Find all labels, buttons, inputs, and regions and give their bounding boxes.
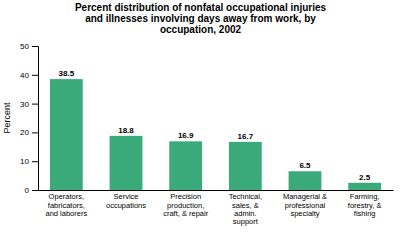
x-tick-label-line: specialty <box>290 209 319 218</box>
title-line: occupation, 2002 <box>160 24 242 35</box>
bar <box>110 136 143 190</box>
data-label: 6.5 <box>299 161 311 170</box>
x-tick-label: Technical,sales, &admin.support <box>229 192 262 226</box>
bar <box>169 141 202 190</box>
y-tick: 20 <box>20 128 38 137</box>
y-axis: 0 10 20 30 40 50 <box>20 42 38 195</box>
y-tick-mark <box>32 190 38 191</box>
y-tick: 10 <box>20 157 38 166</box>
y-tick: 30 <box>20 100 38 109</box>
x-tick: Precisionproduction,craft, & repair <box>163 192 209 218</box>
data-label: 2.5 <box>359 173 371 182</box>
bar <box>348 183 381 190</box>
title-line: Percent distribution of nonfatal occupat… <box>75 2 327 13</box>
y-tick-label: 20 <box>20 128 29 137</box>
data-label: 16.7 <box>238 132 254 141</box>
y-tick-mark <box>32 75 38 76</box>
x-tick: Technical,sales, &admin.support <box>229 192 262 226</box>
bar <box>229 142 262 190</box>
x-tick-label-line: craft, & repair <box>163 209 209 218</box>
y-tick-label: 0 <box>25 186 30 195</box>
x-tick-label-line: occupations <box>106 201 146 210</box>
x-tick-label: Managerial &professionalspecialty <box>283 192 327 218</box>
y-tick-mark <box>32 104 38 105</box>
plot: 0 10 20 30 40 50 Operators,fabricators,and lab… <box>20 42 393 226</box>
chart: Percent distribution of nonfatal occupat… <box>0 0 401 238</box>
bar <box>50 79 83 190</box>
x-tick: Farming,forestry, &fishing <box>348 192 382 218</box>
y-tick: 0 <box>25 186 38 195</box>
data-label: 38.5 <box>59 69 75 78</box>
x-tick: Managerial &professionalspecialty <box>283 192 327 218</box>
y-tick-label: 30 <box>20 100 29 109</box>
x-axis-line <box>39 190 394 191</box>
x-axis: Operators,fabricators,and laborers Servic… <box>39 191 394 227</box>
data-label: 16.9 <box>178 131 194 140</box>
y-tick: 50 <box>20 42 38 51</box>
x-tick-label-line: support <box>233 217 259 226</box>
x-tick-label: Operators,fabricators,and laborers <box>45 192 87 218</box>
bar <box>289 171 322 190</box>
y-label: Percent <box>2 102 12 134</box>
data-label: 18.8 <box>118 126 134 135</box>
x-tick: Operators,fabricators,and laborers <box>45 192 87 218</box>
y-axis-line <box>32 47 39 191</box>
x-tick-label: Farming,forestry, &fishing <box>348 192 382 218</box>
x-tick-label-line: and laborers <box>45 209 87 218</box>
y-tick-mark <box>32 161 38 162</box>
x-tick-label: Precisionproduction,craft, & repair <box>163 192 209 218</box>
y-tick-label: 50 <box>20 42 29 51</box>
y-tick: 40 <box>20 71 38 80</box>
y-tick-label: 40 <box>20 71 29 80</box>
bars <box>50 79 381 190</box>
x-tick-label-line: fishing <box>354 209 376 218</box>
title: Percent distribution of nonfatal occupat… <box>75 2 327 35</box>
x-tick: Serviceoccupations <box>106 192 146 209</box>
x-tick-label: Serviceoccupations <box>106 192 146 209</box>
y-tick-mark <box>32 46 38 47</box>
data-labels: 38.5 18.8 16.9 16.7 6.5 2.5 <box>59 69 371 182</box>
title-line: and illnesses involving days away from w… <box>85 13 316 24</box>
y-tick-label: 10 <box>20 157 29 166</box>
y-tick-mark <box>32 132 38 133</box>
